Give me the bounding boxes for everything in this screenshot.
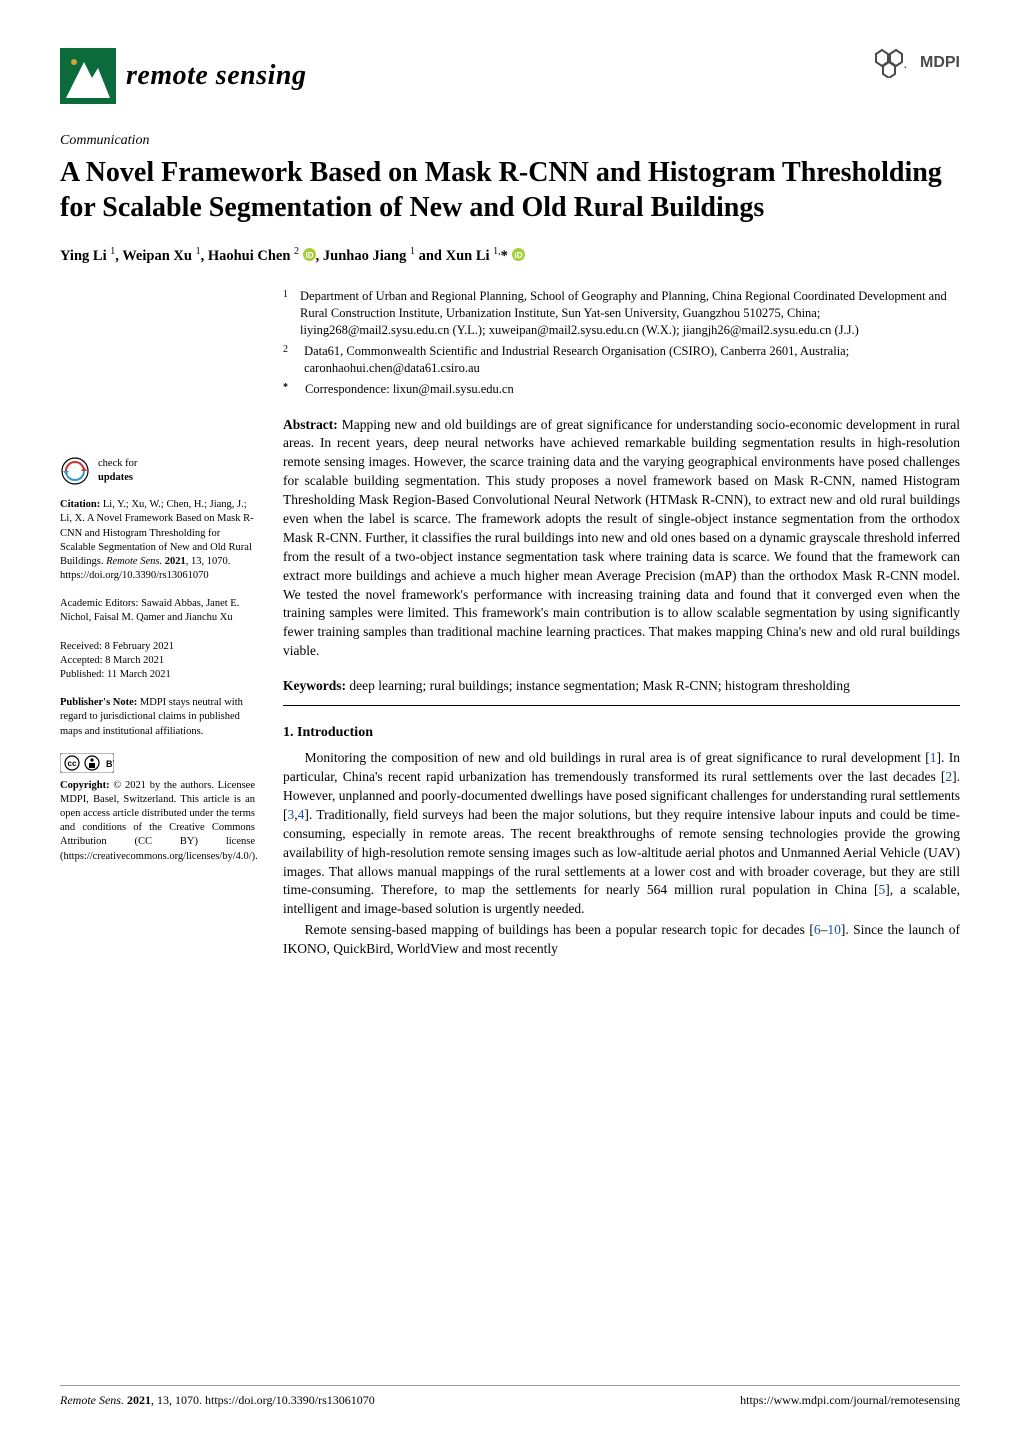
cc-license-badge: cc BY bbox=[60, 753, 255, 773]
copyright-block: Copyright: © 2021 by the authors. Licens… bbox=[60, 779, 255, 864]
svg-text:iD: iD bbox=[514, 250, 522, 259]
affiliation-item: * Correspondence: lixun@mail.sysu.edu.cn bbox=[283, 381, 960, 398]
section-heading: 1. Introduction bbox=[283, 724, 960, 743]
dates-block: Received: 8 February 2021 Accepted: 8 Ma… bbox=[60, 640, 255, 683]
svg-text:iD: iD bbox=[305, 250, 313, 259]
affil-text: Department of Urban and Regional Plannin… bbox=[300, 288, 960, 339]
journal-name: remote sensing bbox=[126, 57, 306, 95]
reference-link[interactable]: 6 bbox=[814, 922, 821, 937]
author-sep: , Haohui Chen bbox=[201, 248, 294, 264]
author-sep: , Junhao Jiang bbox=[316, 248, 410, 264]
editors-block: Academic Editors: Sawaid Abbas, Janet E.… bbox=[60, 597, 255, 625]
footer-journal: Remote Sens. bbox=[60, 1393, 127, 1407]
author-sep: and Xun Li bbox=[415, 248, 493, 264]
orcid-icon: iD bbox=[512, 248, 525, 261]
abstract-label: Abstract: bbox=[283, 417, 338, 432]
pubnote-label: Publisher's Note: bbox=[60, 697, 137, 708]
publisher-name: MDPI bbox=[920, 52, 960, 74]
copyright-text: © 2021 by the authors. Licensee MDPI, Ba… bbox=[60, 780, 258, 862]
check-updates-icon bbox=[60, 456, 90, 486]
body-paragraph: Remote sensing-based mapping of building… bbox=[283, 921, 960, 959]
page-header: remote sensing . MDPI bbox=[60, 48, 960, 104]
check-updates-text: check for updates bbox=[98, 457, 137, 485]
author-affil-sup: 2 bbox=[294, 246, 299, 257]
keywords: Keywords: deep learning; rural buildings… bbox=[283, 677, 960, 695]
svg-text:cc: cc bbox=[68, 759, 77, 768]
author-sep: , Weipan Xu bbox=[115, 248, 195, 264]
citation-block: Citation: Li, Y.; Xu, W.; Chen, H.; Jian… bbox=[60, 498, 255, 583]
affiliation-item: 2 Data61, Commonwealth Scientific and In… bbox=[283, 343, 960, 377]
citation-label: Citation: bbox=[60, 499, 100, 510]
keywords-label: Keywords: bbox=[283, 678, 346, 693]
accepted-date: Accepted: 8 March 2021 bbox=[60, 654, 255, 668]
journal-block: remote sensing bbox=[60, 48, 306, 104]
footer-right: https://www.mdpi.com/journal/remotesensi… bbox=[740, 1392, 960, 1408]
abstract-text: Mapping new and old buildings are of gre… bbox=[283, 417, 960, 659]
author-list: Ying Li 1, Weipan Xu 1, Haohui Chen 2 iD… bbox=[60, 245, 960, 266]
received-date: Received: 8 February 2021 bbox=[60, 640, 255, 654]
affil-sup: * bbox=[283, 381, 293, 398]
journal-logo-icon bbox=[60, 48, 116, 104]
copyright-label: Copyright: bbox=[60, 780, 110, 791]
article-type: Communication bbox=[60, 132, 960, 151]
main-column: 1 Department of Urban and Regional Plann… bbox=[283, 288, 960, 961]
footer-left: Remote Sens. 2021, 13, 1070. https://doi… bbox=[60, 1392, 375, 1408]
reference-link[interactable]: 10 bbox=[827, 922, 841, 937]
para-text: Remote sensing-based mapping of building… bbox=[305, 922, 814, 937]
keywords-text: deep learning; rural buildings; instance… bbox=[349, 678, 850, 693]
para-text: ]. Traditionally, field surveys had been… bbox=[283, 807, 960, 898]
svg-text:BY: BY bbox=[106, 759, 114, 769]
affil-text: Correspondence: lixun@mail.sysu.edu.cn bbox=[305, 381, 514, 398]
citation-year: 2021 bbox=[165, 556, 186, 567]
sidebar: check for updates Citation: Li, Y.; Xu, … bbox=[60, 288, 255, 961]
para-text: Monitoring the composition of new and ol… bbox=[305, 750, 930, 765]
body-paragraph: Monitoring the composition of new and ol… bbox=[283, 749, 960, 919]
updates-label: updates bbox=[98, 471, 137, 485]
affil-text: Data61, Commonwealth Scientific and Indu… bbox=[304, 343, 960, 377]
editors-label: Academic Editors: bbox=[60, 598, 141, 609]
check-label: check for bbox=[98, 457, 137, 471]
svg-text:.: . bbox=[904, 60, 907, 71]
reference-link[interactable]: 1 bbox=[930, 750, 937, 765]
affil-sup: 2 bbox=[283, 343, 292, 377]
affiliations-list: 1 Department of Urban and Regional Plann… bbox=[283, 288, 960, 397]
corresponding-star: * bbox=[501, 248, 508, 264]
check-for-updates[interactable]: check for updates bbox=[60, 456, 255, 486]
footer-year: 2021 bbox=[127, 1393, 151, 1407]
affiliation-item: 1 Department of Urban and Regional Plann… bbox=[283, 288, 960, 339]
citation-journal: Remote Sens. bbox=[106, 556, 165, 567]
mdpi-logo-icon: . bbox=[868, 48, 914, 78]
abstract: Abstract: Mapping new and old buildings … bbox=[283, 416, 960, 662]
publisher-block: . MDPI bbox=[868, 48, 960, 78]
article-title: A Novel Framework Based on Mask R-CNN an… bbox=[60, 155, 960, 225]
publishers-note-block: Publisher's Note: MDPI stays neutral wit… bbox=[60, 696, 255, 739]
affil-sup: 1 bbox=[283, 288, 288, 339]
cc-by-icon: cc BY bbox=[60, 753, 114, 773]
page-footer: Remote Sens. 2021, 13, 1070. https://doi… bbox=[60, 1385, 960, 1408]
published-date: Published: 11 March 2021 bbox=[60, 668, 255, 682]
section-divider bbox=[283, 705, 960, 706]
footer-citation: , 13, 1070. https://doi.org/10.3390/rs13… bbox=[151, 1393, 375, 1407]
author-affil-sup: 1, bbox=[493, 246, 501, 257]
author-name: Ying Li bbox=[60, 248, 110, 264]
orcid-icon: iD bbox=[303, 248, 316, 261]
